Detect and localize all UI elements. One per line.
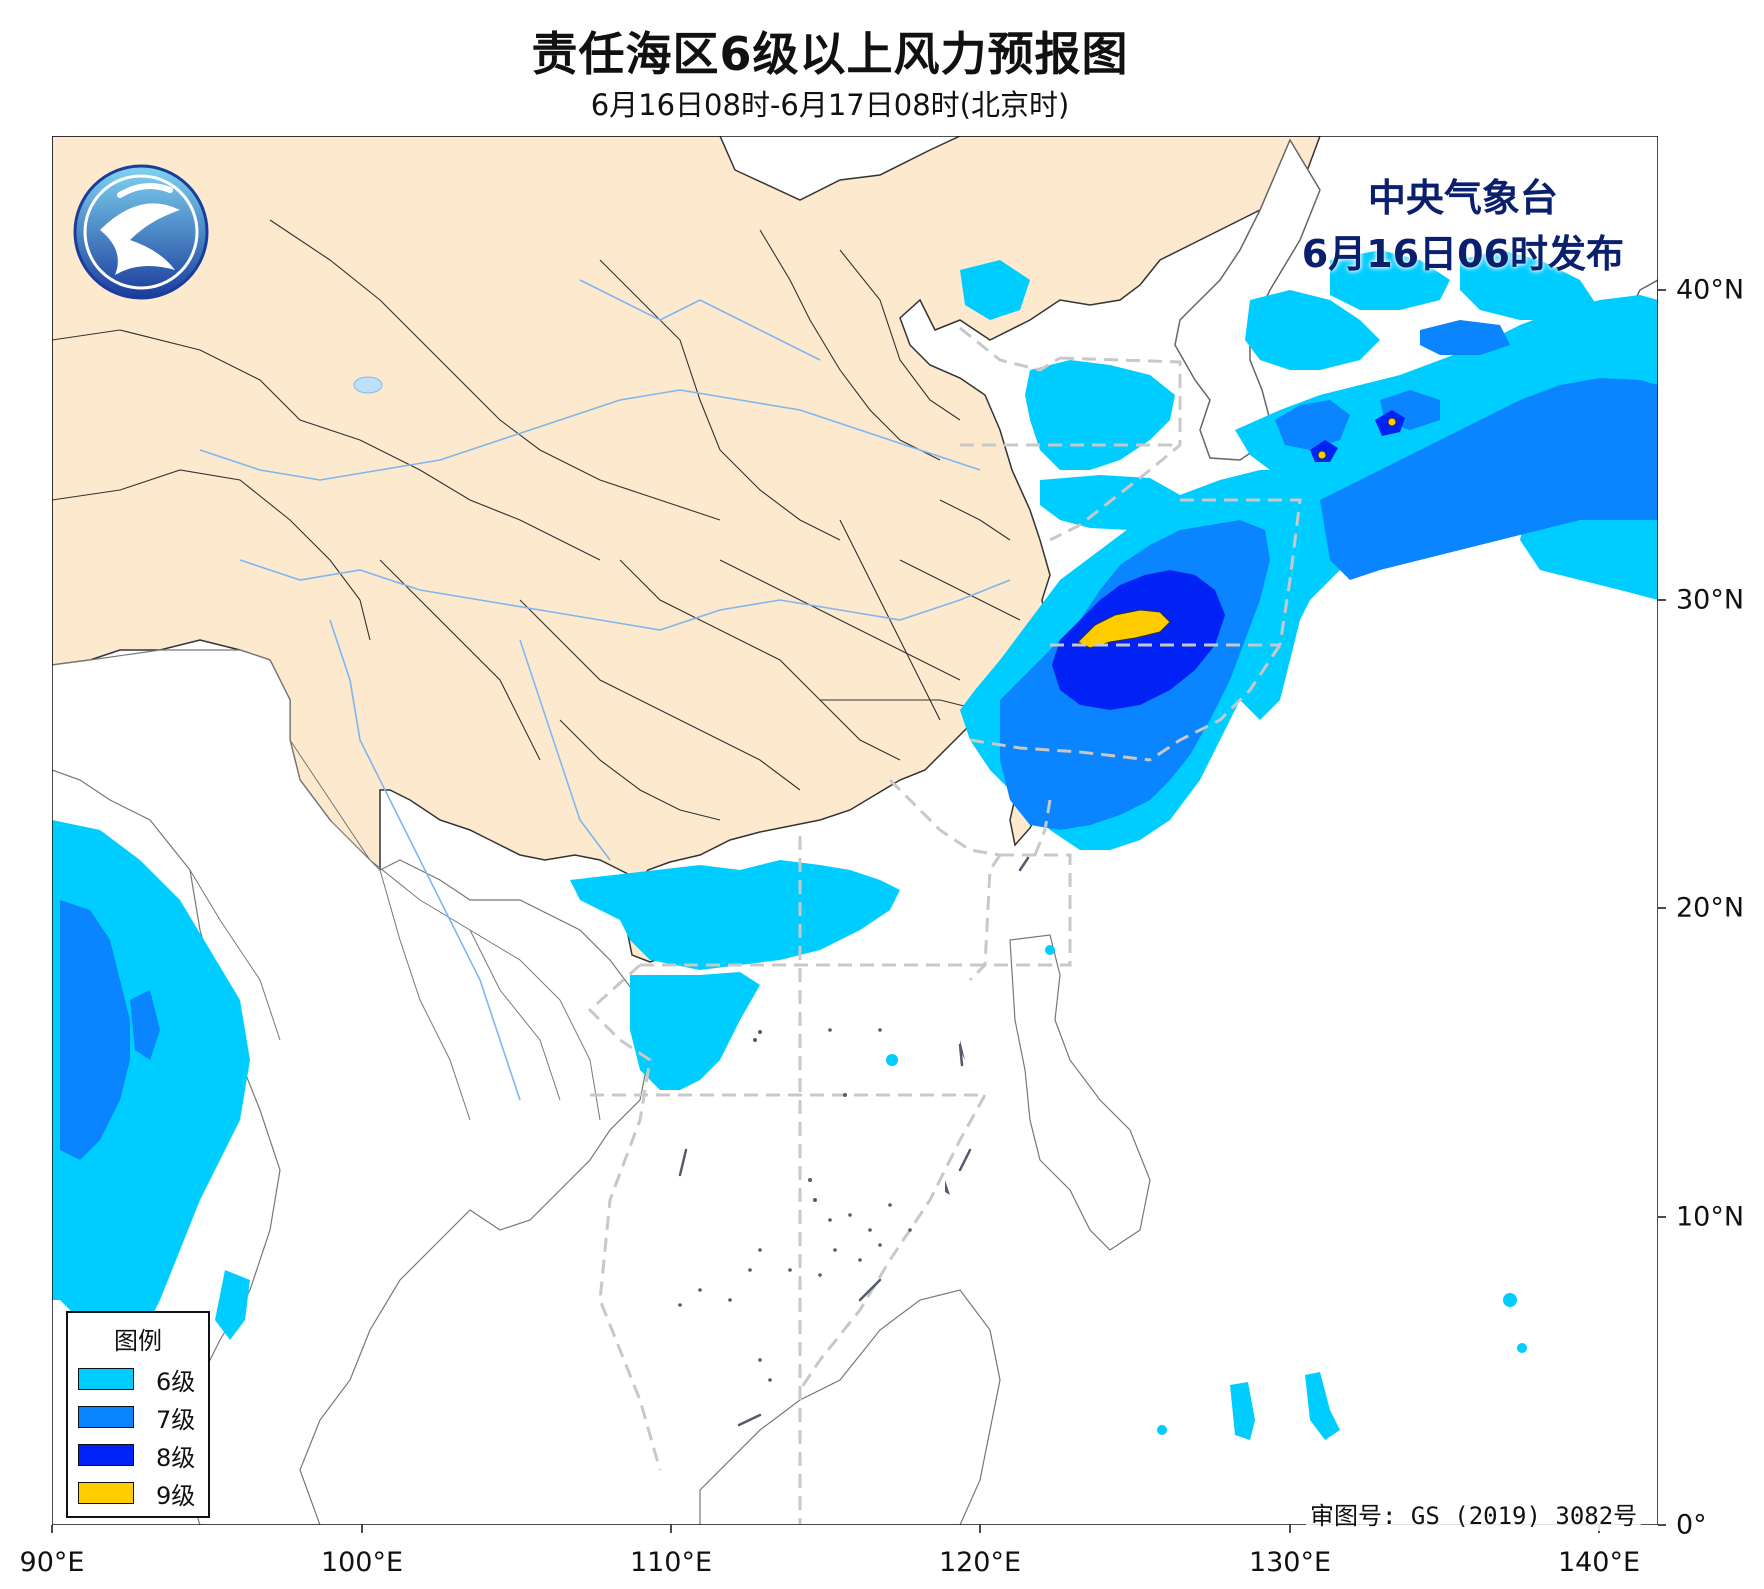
south-china-sea-islands: [678, 1028, 965, 1382]
issue-time: 6月16日06时发布: [1301, 232, 1624, 276]
legend-item-level-9: 9级: [68, 1474, 208, 1512]
rivers: [199, 279, 1011, 1101]
map-title: 责任海区6级以上风力预报图: [531, 27, 1129, 81]
x-tick-label: 90°E: [19, 1547, 85, 1578]
issuer-block: 中央气象台 6月16日06时发布: [1302, 170, 1624, 282]
x-tick-label: 110°E: [629, 1547, 713, 1578]
legend-item-level-8: 8级: [68, 1436, 208, 1474]
y-tick-label: 10°N: [1676, 1201, 1745, 1233]
x-tick-label: 120°E: [938, 1547, 1022, 1578]
legend-label: 8级: [156, 1443, 196, 1472]
legend: 图例 6级 7级 8级 9级: [66, 1311, 210, 1518]
x-tick-label: 140°E: [1557, 1547, 1641, 1578]
legend-swatch: [78, 1368, 134, 1390]
province-boundaries: [52, 219, 1021, 821]
legend-item-level-6: 6级: [68, 1360, 208, 1398]
legend-label: 6级: [156, 1367, 196, 1396]
legend-item-level-7: 7级: [68, 1398, 208, 1436]
y-tick-label: 20°N: [1676, 892, 1745, 924]
legend-swatch: [78, 1406, 134, 1428]
issuer-name: 中央气象台: [1367, 176, 1558, 220]
legend-label: 9级: [156, 1481, 196, 1510]
philippines-land: [1009, 934, 1151, 1251]
legend-label: 7级: [156, 1405, 196, 1434]
map-subtitle: 6月16日08时-6月17日08时(北京时): [590, 88, 1070, 122]
x-tick-label: 130°E: [1248, 1547, 1332, 1578]
y-tick-label: 0°: [1676, 1509, 1707, 1541]
legend-swatch: [78, 1444, 134, 1466]
legend-swatch: [78, 1482, 134, 1504]
approval-number: 审图号: GS (2019) 3082号: [1306, 1496, 1642, 1531]
y-tick-label: 40°N: [1676, 274, 1745, 306]
y-tick-label: 30°N: [1676, 584, 1745, 616]
wind-level-9-areas: [1077, 417, 1397, 649]
country-boundaries: [189, 739, 601, 1121]
cma-logo-icon: [73, 164, 209, 300]
sea-zone-boundaries: [587, 326, 1302, 1525]
axis-ticks: [51, 289, 1666, 1533]
qinghai-lake: [353, 376, 383, 394]
borneo-land: [699, 1289, 1001, 1525]
nine-dash-line: [678, 856, 1030, 1427]
legend-title: 图例: [114, 1327, 162, 1355]
x-tick-label: 100°E: [320, 1547, 404, 1578]
